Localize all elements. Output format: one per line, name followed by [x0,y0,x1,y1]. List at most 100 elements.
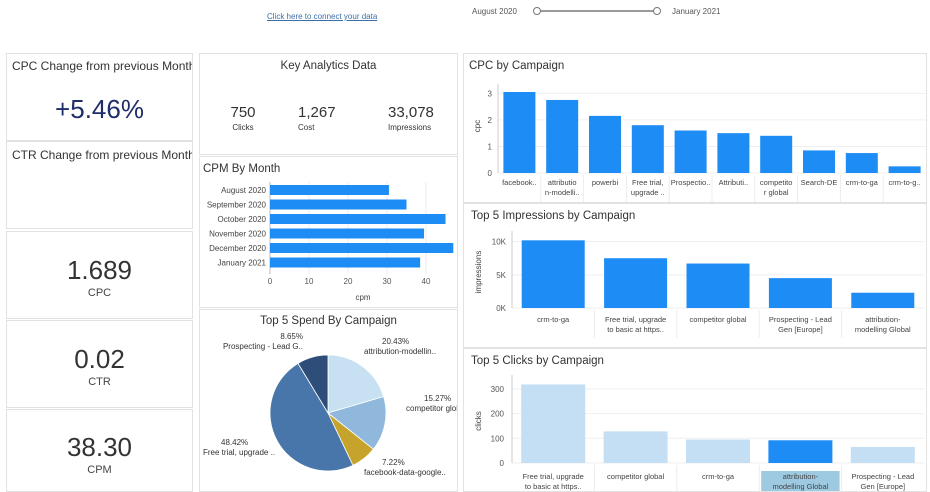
cost-label: Cost [298,123,315,132]
x-category-label: r global [764,188,789,197]
pie-slice-label: Prospecting - Lead G.. [223,342,303,351]
x-category-label: to basic at https.. [525,482,582,491]
bar [717,133,750,173]
pie-slice-percent: 15.27% [424,394,451,403]
pie-slice-label: competitor global [406,404,458,413]
slider-handle-end[interactable] [653,7,661,15]
x-category-label: Prospecting - Lead [851,472,914,481]
cpm-x-tick: 30 [383,277,392,286]
y-tick-label: 0 [488,169,493,178]
x-category-label: crm-to-g.. [889,178,921,187]
pie-slice-percent: 48.42% [221,438,248,447]
cpm-category-label: December 2020 [209,244,266,253]
pie-slice-percent: 20.43% [382,337,409,346]
cpm-x-tick: 20 [344,277,353,286]
x-category-label: Prospectio.. [671,178,711,187]
x-category-label: attribution- [865,315,901,324]
x-category-label: to basic at https.. [607,325,664,334]
kpi-ctr-panel: 0.02 CTR [6,320,193,408]
cpm-bar [270,228,425,239]
bar [803,150,835,173]
cpm-bar [270,257,421,268]
bar [686,263,750,308]
impressions-value: 33,078 [388,104,434,121]
slider-track [537,10,657,12]
x-category-label: crm-to-ga [846,178,879,187]
cpm-bar [270,214,446,224]
y-tick-label: 5K [496,271,506,280]
bar [768,440,833,463]
x-category-label: Free trial, [632,178,664,187]
cost-value: 1,267 [298,104,336,121]
cpc-by-campaign-chart: 0 1 2 3 cpc facebook.. attribution-modelli.. po… [473,84,926,202]
bar [503,91,536,173]
pie-slice [269,362,354,472]
cpm-chart-title: CPM By Month [203,163,281,175]
x-category-label: upgrade .. [631,188,665,197]
pie-slice [327,396,387,450]
y-tick-label: 0 [500,459,505,468]
pie-slice-label: facebook-data-google.. [364,468,446,477]
cpm-category-label: January 2021 [218,259,267,268]
x-category-label: Attributi.. [719,178,749,187]
cpm-category-label: August 2020 [221,186,266,195]
x-category-label: facebook.. [502,178,537,187]
bar [521,240,585,308]
impressions-chart-title: Top 5 Impressions by Campaign [471,210,636,222]
y-tick-label: 2 [488,116,493,125]
kpi-ctr-label: CTR [88,376,111,388]
x-category-label: competitor global [689,315,746,324]
spend-chart-title: Top 5 Spend By Campaign [260,315,397,327]
x-category-label: Gen [Europe] [778,325,823,334]
date-range-slider[interactable] [533,6,661,16]
top5-impressions-panel: Top 5 Impressions by Campaign 0K 5K 10K imp… [463,203,927,348]
connect-data-link[interactable]: Click here to connect your data [267,12,378,21]
date-start-label: August 2020 [472,7,517,16]
bar [686,439,750,463]
slider-handle-start[interactable] [533,7,541,15]
key-analytics-impressions: 33,078 Impressions [388,104,448,132]
y-axis-title: clicks [474,411,483,431]
bar [674,130,707,173]
bar [768,278,832,308]
bar [631,125,664,173]
cpc-campaign-title: CPC by Campaign [469,60,565,72]
bar [589,115,621,173]
kpi-ctr-change-panel: CTR Change from previous Month [6,141,193,229]
x-category-label: competito [760,178,793,187]
x-category-label: powerbi [592,178,619,187]
y-tick-label: 3 [488,89,493,98]
x-category-label: crm-to-ga [537,315,570,324]
date-end-label: January 2021 [672,7,721,16]
bar [851,292,915,308]
bar [604,258,668,308]
pie-slice [327,354,385,414]
cpm-x-tick: 0 [268,277,273,286]
x-category-label: Prospecting - Lead [769,315,832,324]
key-analytics-title: Key Analytics Data [280,60,377,72]
kpi-cpc-label: CPC [87,287,112,299]
key-analytics-panel: Key Analytics Data 750 Clicks 1,267 Cost… [199,53,458,155]
top5-spend-panel: Top 5 Spend By Campaign 20.43% attributio… [199,309,458,492]
top5-spend-chart: 20.43%attribution-modellin.. 15.27%compet… [203,332,458,477]
x-category-label: competitor global [607,472,664,481]
x-category-label: n-modelli.. [545,188,580,197]
x-category-label: modelling Global [855,325,911,334]
x-category-label: Free trial, upgrade [605,315,666,324]
y-tick-label: 100 [491,434,505,443]
bar [760,135,793,173]
cpm-category-label: October 2020 [218,215,267,224]
bar [845,153,878,173]
top5-clicks-panel: Top 5 Clicks by Campaign 0 100 200 300 click… [463,348,927,492]
cpm-x-tick: 10 [305,277,314,286]
cpm-bar [270,185,389,195]
kpi-cpc-value: 1.689 [66,255,133,285]
selected-label-background [761,471,840,491]
y-tick-label: 10K [492,238,507,247]
kpi-ctr-change-title: CTR Change from previous Month [12,148,193,162]
cpm-x-axis-title: cpm [355,293,370,302]
cpm-category-label: September 2020 [207,201,267,210]
y-tick-label: 1 [488,142,493,151]
cpm-bar [270,243,454,253]
